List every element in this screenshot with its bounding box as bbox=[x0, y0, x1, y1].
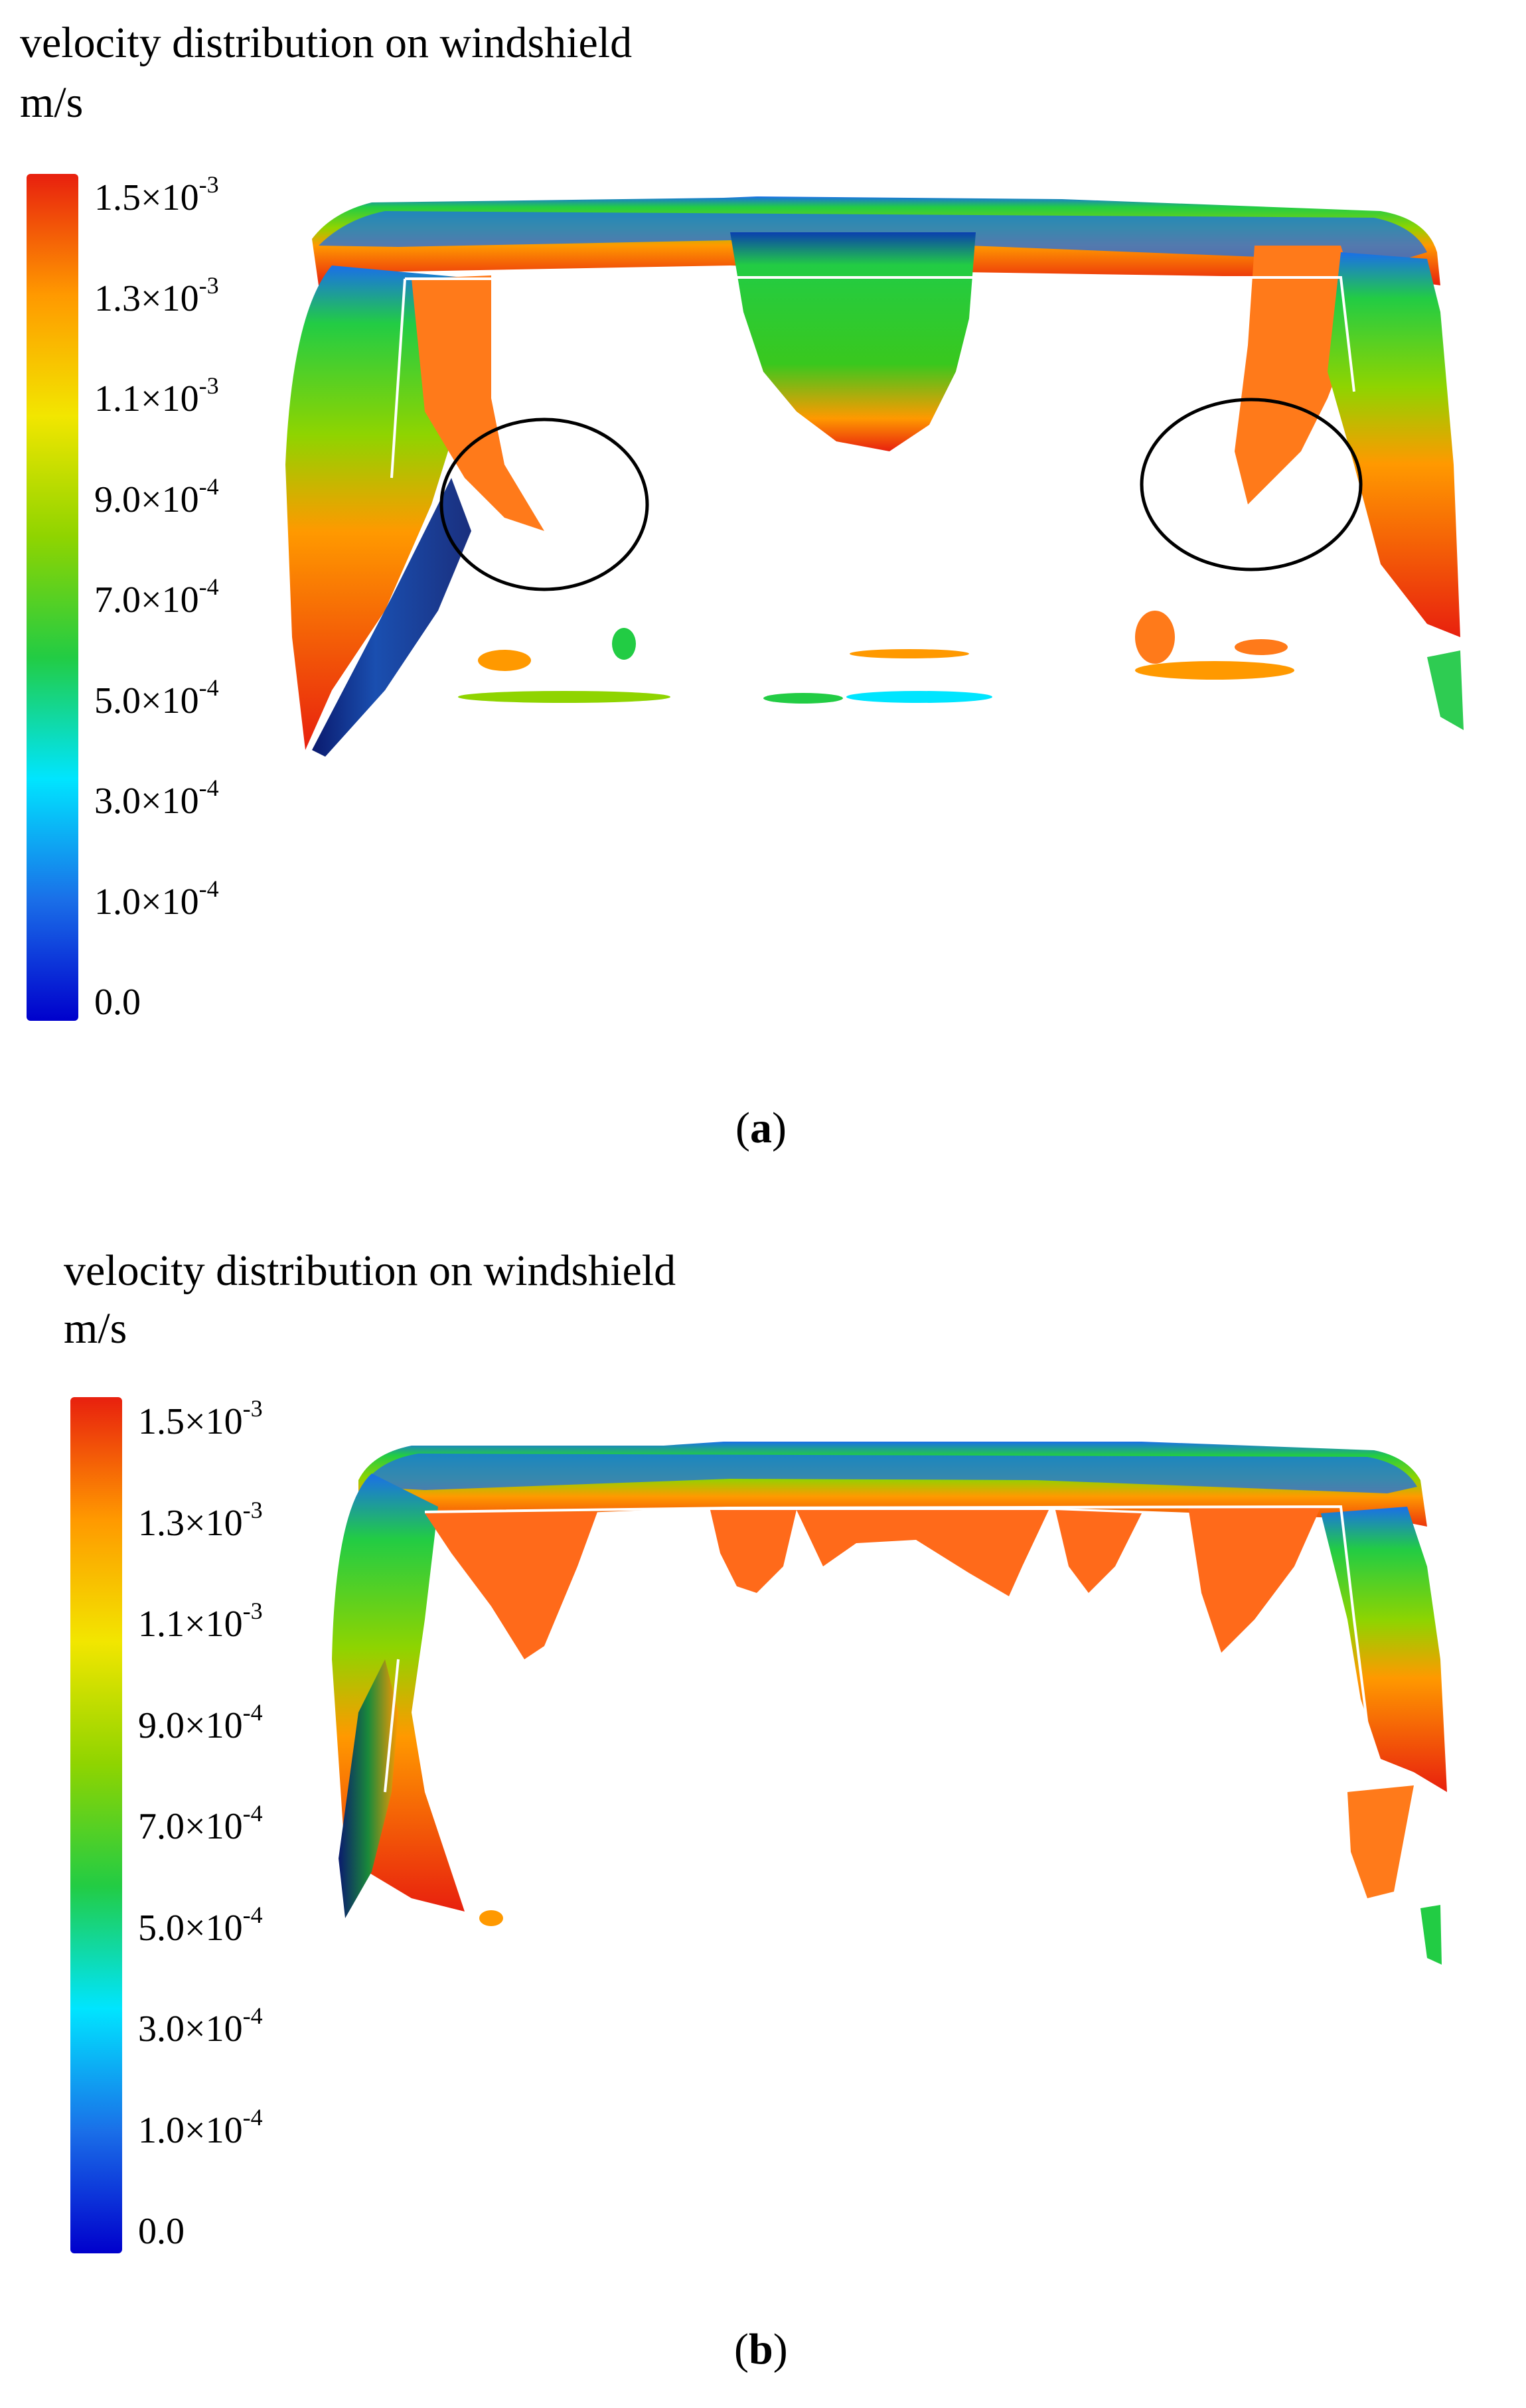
colorbar-tick-label: 5.0×10-4 bbox=[138, 1901, 263, 1949]
colorbar-tick-label: 0.0 bbox=[138, 2211, 185, 2252]
figure-panel-b: velocity distribution on windshield m/s … bbox=[0, 1195, 1526, 2408]
colorbar-tick-label: 3.0×10-4 bbox=[138, 2002, 263, 2050]
panel-a-caption: (a) bbox=[735, 1104, 787, 1152]
panel-b-unit: m/s bbox=[64, 1304, 127, 1353]
panel-b-white-outline bbox=[384, 1505, 1369, 1793]
panel-a-unit: m/s bbox=[20, 78, 84, 127]
panel-b-right-pillar bbox=[1321, 1507, 1447, 1792]
panel-b-caption-letter: b bbox=[748, 2325, 773, 2373]
panel-a-highlight-circle-right bbox=[1140, 398, 1363, 571]
panel-a-caption-letter: a bbox=[749, 1104, 772, 1152]
colorbar-tick-label: 7.0×10-4 bbox=[94, 573, 219, 621]
colorbar-tick-label: 7.0×10-4 bbox=[138, 1800, 263, 1847]
panel-a-right-lobe bbox=[1235, 246, 1361, 504]
colorbar-tick-label: 1.1×10-3 bbox=[94, 372, 219, 419]
panel-b-lobe-5 bbox=[1188, 1507, 1321, 1653]
colorbar-tick-label: 1.3×10-3 bbox=[138, 1496, 263, 1544]
panel-a-left-lobe bbox=[412, 275, 544, 531]
colorbar-tick-label: 1.3×10-3 bbox=[94, 271, 219, 319]
panel-b-velocity-field bbox=[332, 1442, 1447, 1965]
panel-a-white-outline bbox=[390, 276, 1355, 479]
panel-b-top-band-blue bbox=[362, 1454, 1417, 1493]
panel-b-lobe-3 bbox=[797, 1510, 1049, 1596]
panel-a-velocity-field bbox=[285, 196, 1464, 757]
colorbar-tick-label: 9.0×10-4 bbox=[94, 473, 219, 520]
panel-a-right-edge bbox=[1427, 650, 1464, 730]
panel-b-title: velocity distribution on windshield bbox=[64, 1246, 676, 1295]
panel-a-colorbar bbox=[27, 174, 78, 1021]
panel-b-lobe-1 bbox=[425, 1512, 597, 1659]
panel-b-left-dark-strip bbox=[339, 1659, 398, 1918]
colorbar-tick-label: 1.5×10-3 bbox=[94, 171, 219, 218]
colorbar-tick-label: 0.0 bbox=[94, 982, 141, 1023]
panel-a-highlight-circle-left bbox=[439, 417, 649, 591]
colorbar-tick-label: 1.0×10-4 bbox=[94, 875, 219, 923]
panel-b-right-lower bbox=[1347, 1785, 1414, 1898]
panel-b-caption: (b) bbox=[734, 2325, 788, 2373]
panel-a-left-dark-strip bbox=[312, 478, 471, 757]
panel-b-colorbar bbox=[70, 1397, 122, 2253]
colorbar-tick-label: 1.5×10-3 bbox=[138, 1395, 263, 1442]
panel-a-center-lobe bbox=[730, 232, 976, 451]
panel-a-lower-streaks bbox=[458, 611, 1294, 704]
panel-a-title: velocity distribution on windshield bbox=[20, 19, 633, 67]
figure-panel-a: velocity distribution on windshield m/s … bbox=[0, 0, 1526, 1195]
panel-b-lobe-4 bbox=[1055, 1510, 1142, 1593]
colorbar-tick-label: 3.0×10-4 bbox=[94, 775, 219, 822]
colorbar-tick-label: 9.0×10-4 bbox=[138, 1698, 263, 1746]
panel-b-right-edge bbox=[1420, 1905, 1442, 1965]
colorbar-tick-label: 1.0×10-4 bbox=[138, 2103, 263, 2151]
panel-b-lobe-2 bbox=[710, 1510, 797, 1593]
panel-a-right-pillar bbox=[1328, 252, 1460, 637]
colorbar-tick-label: 1.1×10-3 bbox=[138, 1598, 263, 1645]
panel-b-small-spot bbox=[479, 1910, 503, 1926]
colorbar-tick-label: 5.0×10-4 bbox=[94, 674, 219, 721]
